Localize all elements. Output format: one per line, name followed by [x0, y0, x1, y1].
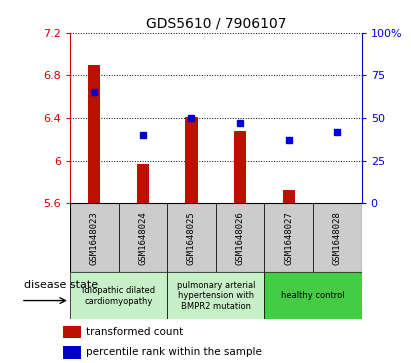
- Text: disease state: disease state: [25, 281, 99, 290]
- Text: pulmonary arterial
hypertension with
BMPR2 mutation: pulmonary arterial hypertension with BMP…: [177, 281, 255, 311]
- Text: idiopathic dilated
cardiomyopathy: idiopathic dilated cardiomyopathy: [82, 286, 155, 306]
- Text: GSM1648023: GSM1648023: [90, 211, 99, 265]
- Bar: [331, 203, 344, 209]
- Bar: [70, 203, 118, 272]
- Bar: [167, 272, 264, 319]
- Bar: [283, 191, 295, 203]
- Bar: [70, 272, 167, 319]
- Bar: [88, 65, 100, 203]
- Text: healthy control: healthy control: [281, 291, 345, 300]
- Bar: [118, 203, 167, 272]
- Bar: [313, 203, 362, 272]
- Text: GSM1648028: GSM1648028: [333, 211, 342, 265]
- Text: transformed count: transformed count: [86, 327, 183, 337]
- Text: GSM1648027: GSM1648027: [284, 211, 293, 265]
- Bar: [137, 164, 149, 203]
- Bar: [234, 131, 246, 203]
- Bar: [264, 203, 313, 272]
- Bar: [264, 272, 362, 319]
- Text: GSM1648024: GSM1648024: [139, 211, 147, 265]
- Text: GSM1648026: GSM1648026: [236, 211, 245, 265]
- Bar: [216, 203, 264, 272]
- Bar: [62, 346, 81, 359]
- Bar: [62, 326, 81, 338]
- Bar: [185, 117, 198, 203]
- Text: percentile rank within the sample: percentile rank within the sample: [86, 347, 262, 357]
- Text: GSM1648025: GSM1648025: [187, 211, 196, 265]
- Bar: [167, 203, 216, 272]
- Title: GDS5610 / 7906107: GDS5610 / 7906107: [145, 16, 286, 30]
